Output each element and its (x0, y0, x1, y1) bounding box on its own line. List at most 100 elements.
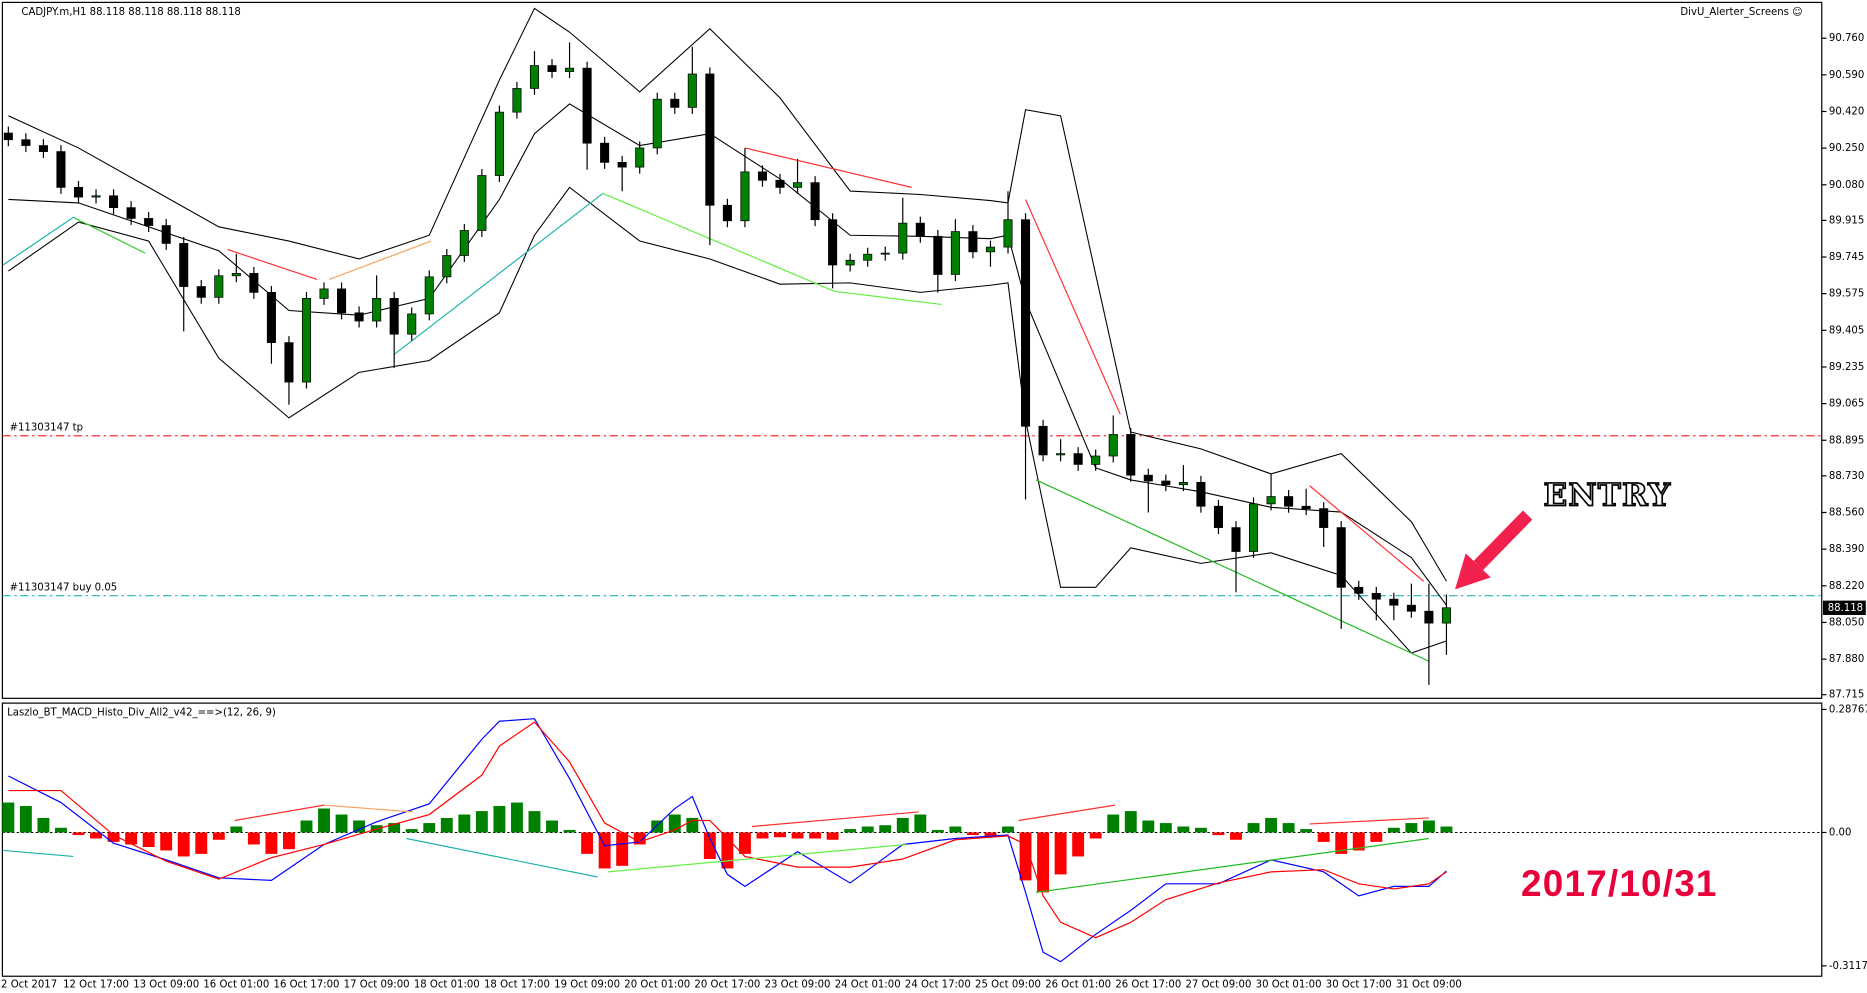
y-tick-label: 89.745 (1829, 252, 1864, 263)
candle-body (1441, 607, 1451, 624)
histogram-bar (826, 832, 839, 840)
histogram-bar (1370, 832, 1383, 842)
x-tick-label: 27 Oct 09:00 (1185, 980, 1251, 991)
histogram-bar (1265, 817, 1278, 833)
histogram-bar (335, 814, 348, 833)
trend-line (1035, 837, 1429, 893)
x-tick-label: 26 Oct 01:00 (1045, 980, 1111, 991)
y-tick-label: 0.00 (1829, 827, 1852, 838)
histogram-bar (300, 820, 313, 833)
candle-body (880, 252, 890, 255)
candle-body (1319, 508, 1329, 528)
candle-body (1371, 592, 1381, 600)
histogram-bar (616, 832, 629, 866)
candle-body (459, 230, 469, 256)
histogram-bar (1002, 826, 1014, 833)
trend-line (234, 804, 325, 822)
trend-line (1024, 199, 1121, 415)
histogram-bar (90, 832, 102, 839)
candle-body (337, 288, 347, 314)
histogram-bar (1230, 832, 1242, 840)
histogram-bar (1440, 826, 1453, 833)
arrow-shaft (1473, 510, 1533, 571)
trend-line (72, 216, 146, 254)
x-tick-label: 24 Oct 01:00 (835, 980, 901, 991)
candle-body (600, 142, 610, 163)
candle-body (389, 298, 399, 335)
histogram-bar (125, 832, 138, 845)
x-tick-label: 24 Oct 17:00 (905, 980, 971, 991)
x-tick-label: 30 Oct 01:00 (1256, 980, 1322, 991)
candle-body (214, 275, 224, 298)
candle-body (687, 73, 697, 108)
histogram-bar (1037, 832, 1050, 893)
histogram-bar (703, 832, 716, 860)
trend-line (1309, 485, 1425, 582)
histogram-bar (107, 832, 120, 842)
candle-body (810, 182, 820, 221)
histogram-bar (756, 832, 769, 839)
histogram-bar (142, 832, 155, 848)
histogram-bar (55, 827, 67, 833)
candle-body (161, 225, 171, 244)
candle-body (1178, 481, 1188, 486)
x-tick-label: 17 Oct 09:00 (344, 980, 410, 991)
histogram-bar (651, 820, 664, 833)
candle-body (915, 222, 925, 237)
candle-body (950, 231, 960, 275)
histogram-bar (633, 832, 646, 845)
indicator-name: DivU_Alerter_Screens ☺ (1680, 7, 1802, 18)
histogram-bar (1177, 826, 1190, 833)
histogram-bar (1282, 823, 1295, 833)
indicator-line (8, 718, 1447, 963)
x-tick-label: 12 Oct 17:00 (63, 980, 129, 991)
histogram-bar (230, 826, 243, 833)
candle-body (144, 218, 154, 226)
candle-body (1108, 434, 1118, 457)
candle-body (284, 342, 294, 383)
candle-body (407, 313, 417, 335)
candle-body (1038, 425, 1048, 456)
y-tick-label: 90.250 (1829, 143, 1864, 154)
trend-line (834, 290, 942, 306)
histogram-bar (388, 823, 401, 833)
candle-body (863, 253, 873, 261)
candle-body (705, 73, 715, 206)
histogram-bar (668, 814, 681, 833)
histogram-bar (440, 817, 453, 833)
histogram-bar (2, 802, 15, 833)
candle-body (56, 151, 66, 188)
x-tick-label: 16 Oct 01:00 (203, 980, 269, 991)
histogram-bar (931, 829, 944, 833)
histogram-bar (563, 829, 576, 833)
candle-body (3, 132, 13, 141)
candle-body (582, 67, 592, 144)
trend-line (1309, 817, 1429, 825)
indicator-panel (1, 702, 1823, 977)
trend-line (2, 216, 74, 266)
histogram-bar (37, 817, 50, 833)
histogram-bar (966, 832, 979, 836)
histogram-bar (598, 832, 611, 869)
candle-body (898, 222, 908, 254)
histogram-bar (1422, 820, 1435, 833)
y-tick-label: 89.235 (1829, 362, 1864, 373)
histogram-bar (738, 832, 751, 854)
histogram-bar (212, 832, 225, 840)
candle-body (1161, 480, 1171, 486)
candle-body (354, 312, 364, 322)
x-tick-label: 18 Oct 17:00 (484, 980, 550, 991)
candle-body (109, 195, 119, 209)
annotation: ENTRY (1544, 478, 1672, 514)
candle-body (529, 65, 540, 89)
y-tick-label: 87.715 (1829, 690, 1864, 701)
candle-body (1301, 505, 1311, 509)
order-label: #11303147 tp (10, 422, 84, 433)
candle-body (1021, 219, 1031, 427)
histogram-bar (1107, 814, 1120, 833)
candle-body (793, 182, 803, 188)
candle-body (968, 231, 978, 253)
price-tag-label: 88.118 (1828, 603, 1863, 614)
histogram-bar (528, 811, 541, 833)
candle-body (722, 204, 732, 222)
